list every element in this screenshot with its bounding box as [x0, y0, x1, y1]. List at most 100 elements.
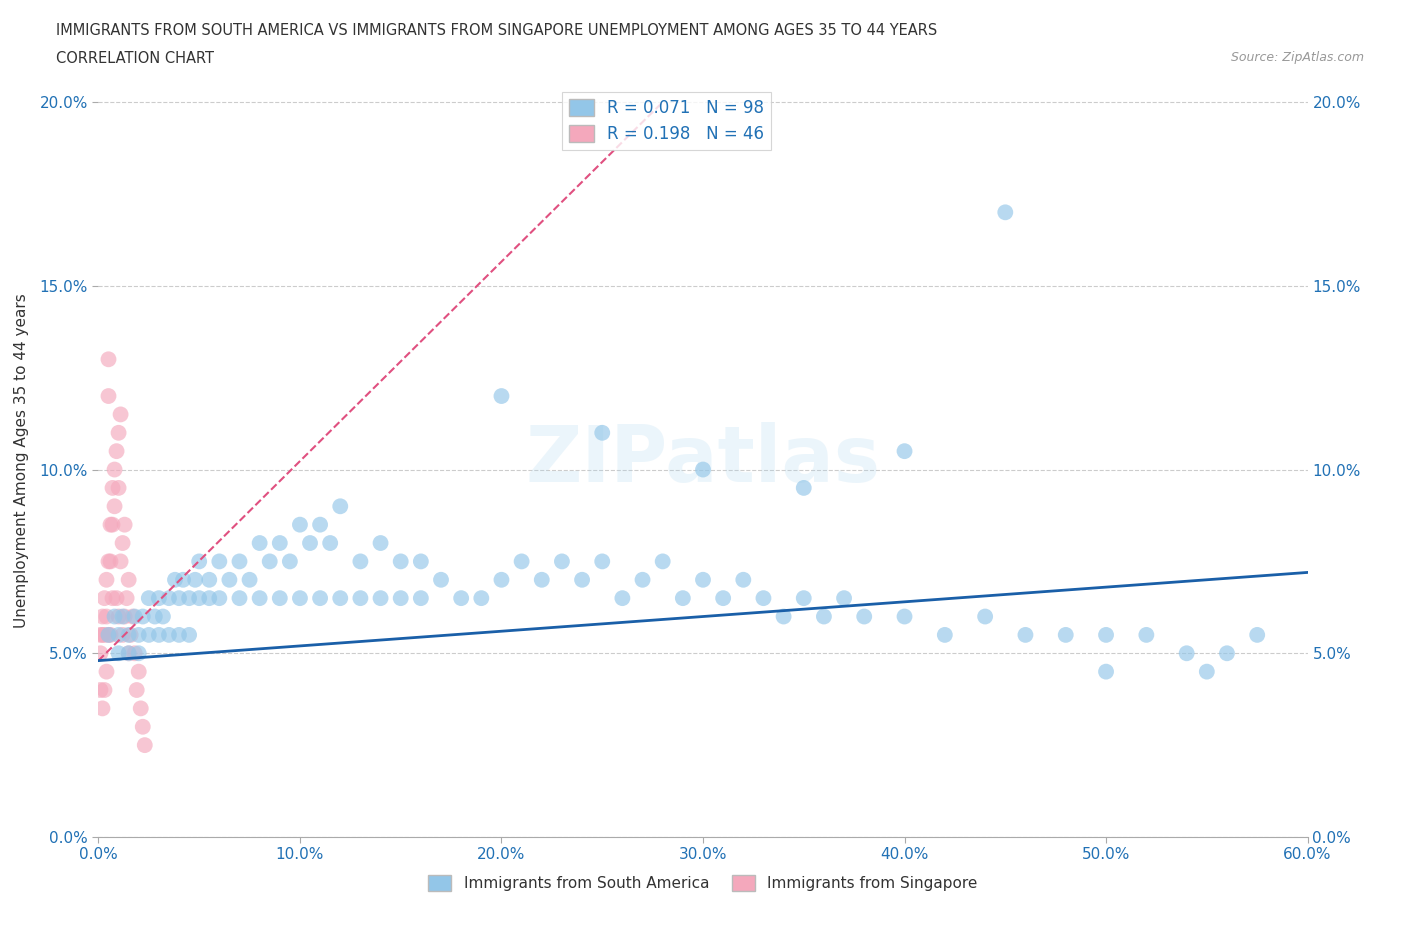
- Point: [91, 701, 114, 716]
- Point: [93, 683, 115, 698]
- Point: [188, 591, 211, 605]
- Point: [128, 645, 150, 660]
- Point: [107, 645, 129, 660]
- Point: [1175, 645, 1198, 660]
- Point: [103, 609, 125, 624]
- Point: [89, 645, 111, 660]
- Point: [101, 481, 124, 496]
- Point: [96, 664, 118, 679]
- Point: [389, 591, 412, 605]
- Point: [631, 572, 654, 587]
- Point: [470, 591, 492, 605]
- Point: [692, 462, 714, 477]
- Point: [118, 628, 141, 643]
- Point: [103, 462, 125, 477]
- Point: [571, 572, 593, 587]
- Point: [111, 628, 134, 643]
- Point: [138, 628, 160, 643]
- Point: [115, 591, 138, 605]
- Point: [89, 683, 111, 698]
- Point: [1195, 664, 1218, 679]
- Point: [100, 628, 122, 643]
- Point: [793, 481, 815, 496]
- Point: [309, 517, 332, 532]
- Point: [128, 664, 150, 679]
- Point: [934, 628, 956, 643]
- Point: [672, 591, 695, 605]
- Point: [793, 591, 815, 605]
- Point: [148, 628, 170, 643]
- Text: ZIPatlas: ZIPatlas: [526, 422, 880, 498]
- Point: [111, 609, 134, 624]
- Point: [651, 554, 673, 569]
- Point: [188, 554, 211, 569]
- Point: [91, 609, 114, 624]
- Point: [128, 628, 150, 643]
- Point: [110, 554, 132, 569]
- Point: [152, 609, 174, 624]
- Point: [299, 536, 322, 551]
- Point: [551, 554, 574, 569]
- Point: [118, 572, 141, 587]
- Point: [1135, 628, 1157, 643]
- Point: [1216, 645, 1239, 660]
- Point: [179, 628, 201, 643]
- Point: [107, 425, 129, 440]
- Point: [107, 609, 129, 624]
- Point: [103, 498, 125, 513]
- Point: [409, 591, 432, 605]
- Point: [208, 554, 231, 569]
- Point: [179, 591, 201, 605]
- Point: [309, 591, 332, 605]
- Point: [143, 609, 166, 624]
- Point: [249, 536, 271, 551]
- Point: [491, 572, 513, 587]
- Point: [208, 591, 231, 605]
- Point: [510, 554, 533, 569]
- Point: [612, 591, 634, 605]
- Point: [409, 554, 432, 569]
- Point: [239, 572, 262, 587]
- Y-axis label: Unemployment Among Ages 35 to 44 years: Unemployment Among Ages 35 to 44 years: [14, 293, 28, 628]
- Point: [218, 572, 240, 587]
- Point: [100, 554, 122, 569]
- Point: [1095, 628, 1118, 643]
- Point: [89, 628, 111, 643]
- Point: [101, 591, 124, 605]
- Point: [893, 609, 915, 624]
- Point: [132, 609, 155, 624]
- Point: [129, 701, 152, 716]
- Point: [994, 205, 1017, 219]
- Point: [157, 591, 180, 605]
- Point: [184, 572, 207, 587]
- Point: [813, 609, 835, 624]
- Text: IMMIGRANTS FROM SOUTH AMERICA VS IMMIGRANTS FROM SINGAPORE UNEMPLOYMENT AMONG AG: IMMIGRANTS FROM SOUTH AMERICA VS IMMIGRA…: [56, 23, 938, 38]
- Point: [591, 554, 613, 569]
- Point: [132, 719, 155, 734]
- Point: [491, 389, 513, 404]
- Point: [370, 591, 392, 605]
- Point: [269, 591, 291, 605]
- Point: [148, 591, 170, 605]
- Point: [114, 517, 136, 532]
- Point: [97, 554, 120, 569]
- Point: [157, 628, 180, 643]
- Point: [120, 628, 142, 643]
- Point: [91, 628, 114, 643]
- Point: [349, 554, 371, 569]
- Point: [121, 609, 143, 624]
- Point: [530, 572, 553, 587]
- Point: [97, 628, 120, 643]
- Point: [105, 444, 128, 458]
- Point: [450, 591, 472, 605]
- Point: [163, 572, 186, 587]
- Point: [329, 498, 352, 513]
- Point: [228, 554, 250, 569]
- Point: [1095, 664, 1118, 679]
- Point: [1054, 628, 1077, 643]
- Point: [198, 572, 221, 587]
- Point: [389, 554, 412, 569]
- Point: [772, 609, 794, 624]
- Point: [269, 536, 291, 551]
- Point: [96, 572, 118, 587]
